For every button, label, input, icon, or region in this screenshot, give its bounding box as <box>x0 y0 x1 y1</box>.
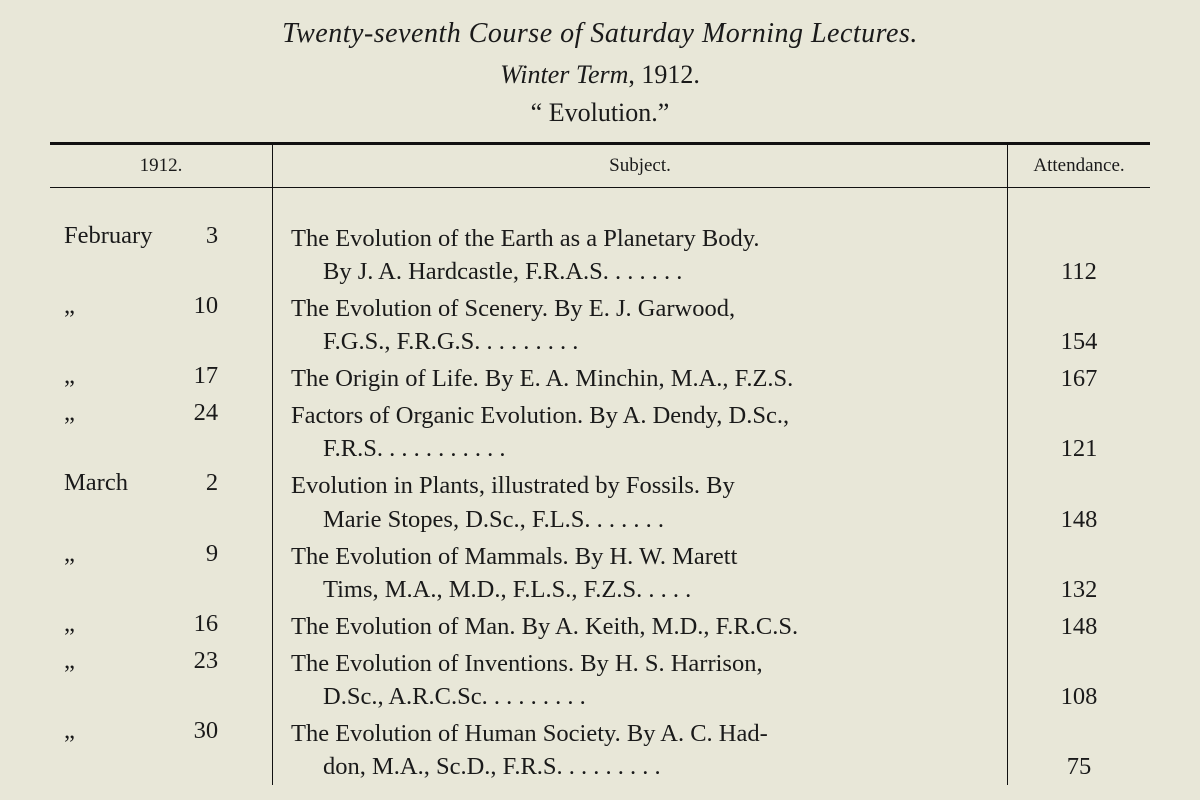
date-month: February <box>64 222 174 250</box>
subject-cell: The Evolution of the Earth as a Planetar… <box>273 220 1008 290</box>
subject-line2: D.Sc., A.R.C.Sc. . . . . . . . . <box>291 680 993 713</box>
date-day: 30 <box>180 717 218 745</box>
date-cell: „ 23 <box>50 645 273 715</box>
lecture-table: 1912. Subject. Attendance. February 3 Th… <box>50 145 1150 785</box>
topic-line: “ Evolution.” <box>50 98 1150 128</box>
date-month: March <box>64 469 174 497</box>
subject-line2: F.G.S., F.R.G.S. . . . . . . . . <box>291 325 993 358</box>
attendance-cell: 121 <box>1008 397 1151 467</box>
document-page: Twenty-seventh Course of Saturday Mornin… <box>0 0 1200 785</box>
col-header-date: 1912. <box>50 145 273 188</box>
subject-line1: The Evolution of Mammals. By H. W. Maret… <box>291 543 737 570</box>
date-month: „ <box>64 717 174 745</box>
subject-line1: The Evolution of Scenery. By E. J. Garwo… <box>291 295 735 322</box>
date-month: „ <box>64 540 174 568</box>
date-month: „ <box>64 399 174 427</box>
subject-line2: By J. A. Hardcastle, F.R.A.S. . . . . . … <box>291 255 993 288</box>
subject-line1: The Evolution of Inventions. By H. S. Ha… <box>291 650 763 677</box>
subject-cell: The Evolution of Mammals. By H. W. Maret… <box>273 538 1008 608</box>
subject-cell: Factors of Organic Evolution. By A. Dend… <box>273 397 1008 467</box>
subject-cell: Evolution in Plants, illustrated by Foss… <box>273 467 1008 537</box>
date-day: 17 <box>180 362 218 390</box>
date-cell: March 2 <box>50 467 273 537</box>
date-month: „ <box>64 292 174 320</box>
subject-line1: Evolution in Plants, illustrated by Foss… <box>291 472 735 499</box>
date-day: 16 <box>180 610 218 638</box>
subject-line1: The Evolution of Man. By A. Keith, M.D.,… <box>291 613 798 640</box>
table-row: March 2 Evolution in Plants, illustrated… <box>50 467 1150 537</box>
attendance-cell: 112 <box>1008 220 1151 290</box>
course-title: Twenty-seventh Course of Saturday Mornin… <box>50 18 1150 50</box>
term-line: Winter Term, 1912. <box>50 60 1150 90</box>
table-row: „ 24 Factors of Organic Evolution. By A.… <box>50 397 1150 467</box>
subject-line1: The Origin of Life. By E. A. Minchin, M.… <box>291 365 793 392</box>
subject-line2: F.R.S. . . . . . . . . . . <box>291 432 993 465</box>
subject-cell: The Evolution of Scenery. By E. J. Garwo… <box>273 290 1008 360</box>
table-row: „ 9 The Evolution of Mammals. By H. W. M… <box>50 538 1150 608</box>
date-cell: „ 16 <box>50 608 273 645</box>
attendance-cell: 167 <box>1008 360 1151 397</box>
heading-block: Twenty-seventh Course of Saturday Mornin… <box>50 18 1150 128</box>
spacer-row <box>50 188 1150 221</box>
subject-cell: The Origin of Life. By E. A. Minchin, M.… <box>273 360 1008 397</box>
table-body: February 3 The Evolution of the Earth as… <box>50 188 1150 786</box>
table-header-row: 1912. Subject. Attendance. <box>50 145 1150 188</box>
date-day: 2 <box>180 469 218 497</box>
attendance-cell: 148 <box>1008 608 1151 645</box>
date-day: 9 <box>180 540 218 568</box>
date-cell: „ 17 <box>50 360 273 397</box>
date-cell: „ 30 <box>50 715 273 785</box>
subject-cell: The Evolution of Inventions. By H. S. Ha… <box>273 645 1008 715</box>
subject-line1: The Evolution of Human Society. By A. C.… <box>291 720 768 747</box>
attendance-cell: 154 <box>1008 290 1151 360</box>
date-day: 23 <box>180 647 218 675</box>
subject-line2: don, M.A., Sc.D., F.R.S. . . . . . . . . <box>291 750 993 783</box>
table-row: „ 23 The Evolution of Inventions. By H. … <box>50 645 1150 715</box>
term-year: , 1912. <box>628 60 700 89</box>
table-row: „ 17 The Origin of Life. By E. A. Minchi… <box>50 360 1150 397</box>
col-header-attendance: Attendance. <box>1008 145 1151 188</box>
date-day: 24 <box>180 399 218 427</box>
subject-line2: Tims, M.A., M.D., F.L.S., F.Z.S. . . . . <box>291 573 993 606</box>
date-month: „ <box>64 610 174 638</box>
subject-cell: The Evolution of Man. By A. Keith, M.D.,… <box>273 608 1008 645</box>
date-cell: February 3 <box>50 220 273 290</box>
subject-cell: The Evolution of Human Society. By A. C.… <box>273 715 1008 785</box>
attendance-cell: 75 <box>1008 715 1151 785</box>
table-row: „ 16 The Evolution of Man. By A. Keith, … <box>50 608 1150 645</box>
date-cell: „ 9 <box>50 538 273 608</box>
table-row: „ 10 The Evolution of Scenery. By E. J. … <box>50 290 1150 360</box>
date-day: 3 <box>180 222 218 250</box>
date-cell: „ 10 <box>50 290 273 360</box>
date-day: 10 <box>180 292 218 320</box>
term-italic: Winter Term <box>500 60 628 89</box>
subject-line1: The Evolution of the Earth as a Planetar… <box>291 225 760 252</box>
attendance-cell: 132 <box>1008 538 1151 608</box>
table-row: February 3 The Evolution of the Earth as… <box>50 220 1150 290</box>
attendance-cell: 148 <box>1008 467 1151 537</box>
date-month: „ <box>64 362 174 390</box>
date-cell: „ 24 <box>50 397 273 467</box>
subject-line2: Marie Stopes, D.Sc., F.L.S. . . . . . . <box>291 503 993 536</box>
subject-line1: Factors of Organic Evolution. By A. Dend… <box>291 402 789 429</box>
col-header-subject: Subject. <box>273 145 1008 188</box>
table-row: „ 30 The Evolution of Human Society. By … <box>50 715 1150 785</box>
date-month: „ <box>64 647 174 675</box>
attendance-cell: 108 <box>1008 645 1151 715</box>
